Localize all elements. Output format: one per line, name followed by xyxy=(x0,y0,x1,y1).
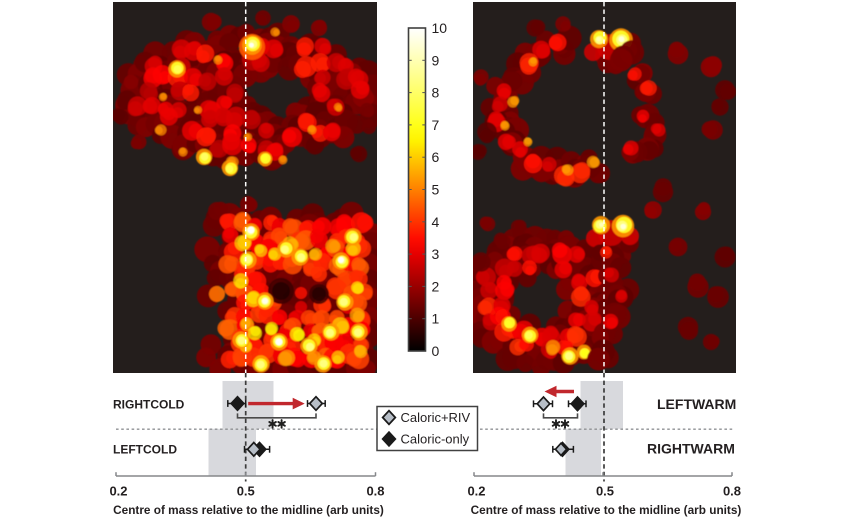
svg-text:0.8: 0.8 xyxy=(366,484,384,499)
svg-text:Caloric-only: Caloric-only xyxy=(401,432,470,447)
svg-text:LEFTWARM: LEFTWARM xyxy=(657,396,736,412)
svg-text:RIGHTCOLD: RIGHTCOLD xyxy=(113,398,185,412)
svg-text:9: 9 xyxy=(432,52,440,68)
svg-text:6: 6 xyxy=(432,149,440,165)
svg-text:LEFTCOLD: LEFTCOLD xyxy=(113,443,177,457)
svg-text:0.5: 0.5 xyxy=(237,484,255,499)
svg-text:4: 4 xyxy=(432,214,440,230)
svg-text:5: 5 xyxy=(432,182,440,198)
svg-text:0.5: 0.5 xyxy=(596,484,614,499)
svg-text:0.8: 0.8 xyxy=(723,484,741,499)
svg-text:3: 3 xyxy=(432,246,440,262)
svg-text:0: 0 xyxy=(432,343,440,359)
svg-text:Caloric+RIV: Caloric+RIV xyxy=(401,410,471,425)
svg-text:0.2: 0.2 xyxy=(109,484,127,499)
svg-text:Centre of mass relative to the: Centre of mass relative to the midline (… xyxy=(113,503,384,517)
svg-text:8: 8 xyxy=(432,85,440,101)
svg-text:RIGHTWARM: RIGHTWARM xyxy=(647,441,735,457)
svg-text:0.2: 0.2 xyxy=(467,484,485,499)
svg-text:Centre of mass relative to the: Centre of mass relative to the midline (… xyxy=(471,503,742,517)
svg-text:10: 10 xyxy=(432,20,448,36)
svg-text:7: 7 xyxy=(432,117,440,133)
svg-text:1: 1 xyxy=(432,311,440,327)
svg-text:2: 2 xyxy=(432,278,440,294)
